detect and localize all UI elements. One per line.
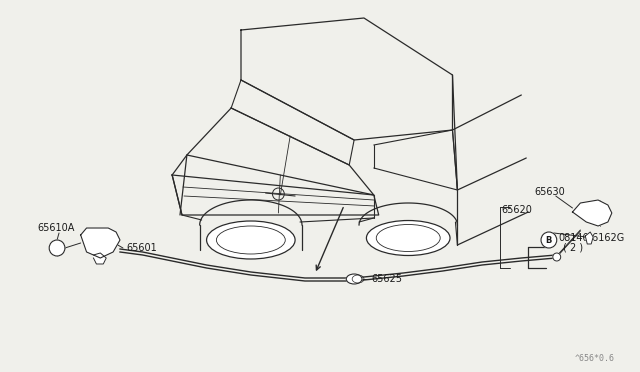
Text: 65625: 65625: [372, 274, 403, 284]
Circle shape: [553, 253, 561, 261]
Text: 65601: 65601: [126, 243, 157, 253]
Text: 65610A: 65610A: [37, 223, 75, 233]
Ellipse shape: [367, 221, 450, 256]
Text: 08146-6162G: 08146-6162G: [559, 233, 625, 243]
Polygon shape: [586, 232, 593, 244]
Text: B: B: [546, 235, 552, 244]
Text: 65620: 65620: [502, 205, 532, 215]
Circle shape: [541, 232, 557, 248]
Ellipse shape: [207, 221, 295, 259]
Polygon shape: [93, 253, 106, 264]
Polygon shape: [81, 228, 120, 258]
Polygon shape: [573, 200, 612, 226]
Text: ( 2 ): ( 2 ): [563, 242, 583, 252]
Text: 65630: 65630: [534, 187, 565, 197]
Text: ^656*0.6: ^656*0.6: [575, 354, 615, 363]
Circle shape: [49, 240, 65, 256]
Ellipse shape: [346, 274, 362, 284]
